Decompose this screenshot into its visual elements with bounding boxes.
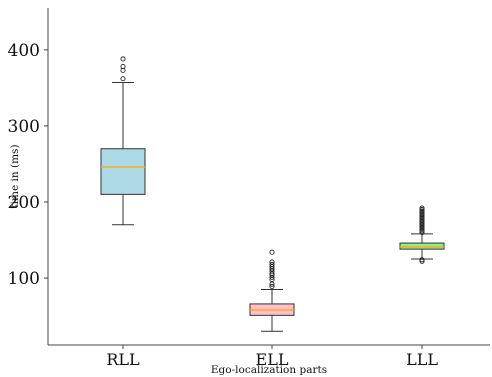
axes: [47, 8, 490, 346]
box-group-ell: [249, 249, 295, 332]
x-ticks: RLL ELL LLL: [106, 345, 438, 369]
flier-lll-0: [419, 258, 425, 264]
y-tick-label-300: 300: [8, 117, 40, 137]
y-axis-label: time in (ms): [9, 144, 21, 208]
flier-lll-16: [419, 208, 425, 214]
x-tick-label-ell: ELL: [256, 350, 289, 369]
x-tick-label-rll: RLL: [106, 350, 140, 369]
flier-lll-18: [419, 205, 425, 211]
flier-rll-2: [120, 64, 126, 70]
box-rll: [100, 148, 146, 195]
x-tick-label-lll: LLL: [406, 350, 438, 369]
flier-ell-10: [269, 259, 275, 265]
boxes: [100, 56, 445, 332]
flier-rll-0: [120, 76, 126, 82]
box-group-lll: [399, 205, 445, 264]
y-tick-label-400: 400: [8, 41, 40, 61]
y-tick-label-200: 200: [8, 193, 40, 213]
flier-ell-0: [269, 283, 275, 289]
y-ticks: 100 200 300 400: [8, 41, 48, 289]
flier-ell-11: [269, 249, 275, 255]
flier-lll-17: [419, 207, 425, 213]
x-axis-label: Ego-localization parts: [211, 364, 327, 376]
flier-ell-9: [269, 261, 275, 267]
y-tick-label-100: 100: [8, 269, 40, 289]
box-group-rll: [100, 56, 146, 226]
box-lll: [399, 242, 445, 250]
flier-rll-3: [120, 56, 126, 62]
flier-lll-1: [419, 257, 425, 263]
